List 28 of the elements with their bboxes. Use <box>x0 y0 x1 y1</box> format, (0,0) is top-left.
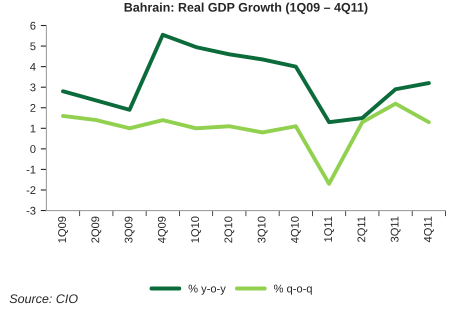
x-tick-label: 1Q11 <box>324 216 334 242</box>
x-tick-label: 2Q10 <box>224 216 234 243</box>
x-tick-label: 1Q09 <box>58 216 68 242</box>
y-tick-label: 0 <box>30 145 36 153</box>
y-tick-label: 4 <box>30 63 36 71</box>
line-series <box>61 32 431 124</box>
x-tick-label: 2Q11 <box>357 216 368 242</box>
y-tick-label: -2 <box>26 186 36 194</box>
legend-label: % y-o-y <box>188 284 226 295</box>
y-tick-label: 6 <box>30 22 36 30</box>
y-tick-label: 2 <box>30 104 36 112</box>
y-tick-label: -3 <box>26 206 36 215</box>
x-tick-label: 3Q10 <box>258 216 268 243</box>
x-tick-label: 2Q09 <box>91 216 102 243</box>
line-series <box>61 102 431 186</box>
x-tick-label: 1Q10 <box>191 216 202 242</box>
y-tick-label: -1 <box>26 166 36 174</box>
source-note: Source: CIO <box>10 294 78 304</box>
x-tick-label: 3Q09 <box>124 216 135 243</box>
y-tick-label: 5 <box>30 42 36 50</box>
x-tick-label: 4Q10 <box>290 216 301 244</box>
chart-title: Bahrain: Real GDP Growth (1Q09 – 4Q11) <box>124 2 368 14</box>
legend-label: % q-o-q <box>274 284 312 295</box>
x-tick-label: 3Q11 <box>390 216 401 242</box>
x-tick-label: 4Q09 <box>158 216 168 244</box>
y-tick-label: 1 <box>30 124 36 132</box>
x-tick-label: 4Q11 <box>424 216 434 242</box>
y-tick-label: 3 <box>30 83 36 92</box>
